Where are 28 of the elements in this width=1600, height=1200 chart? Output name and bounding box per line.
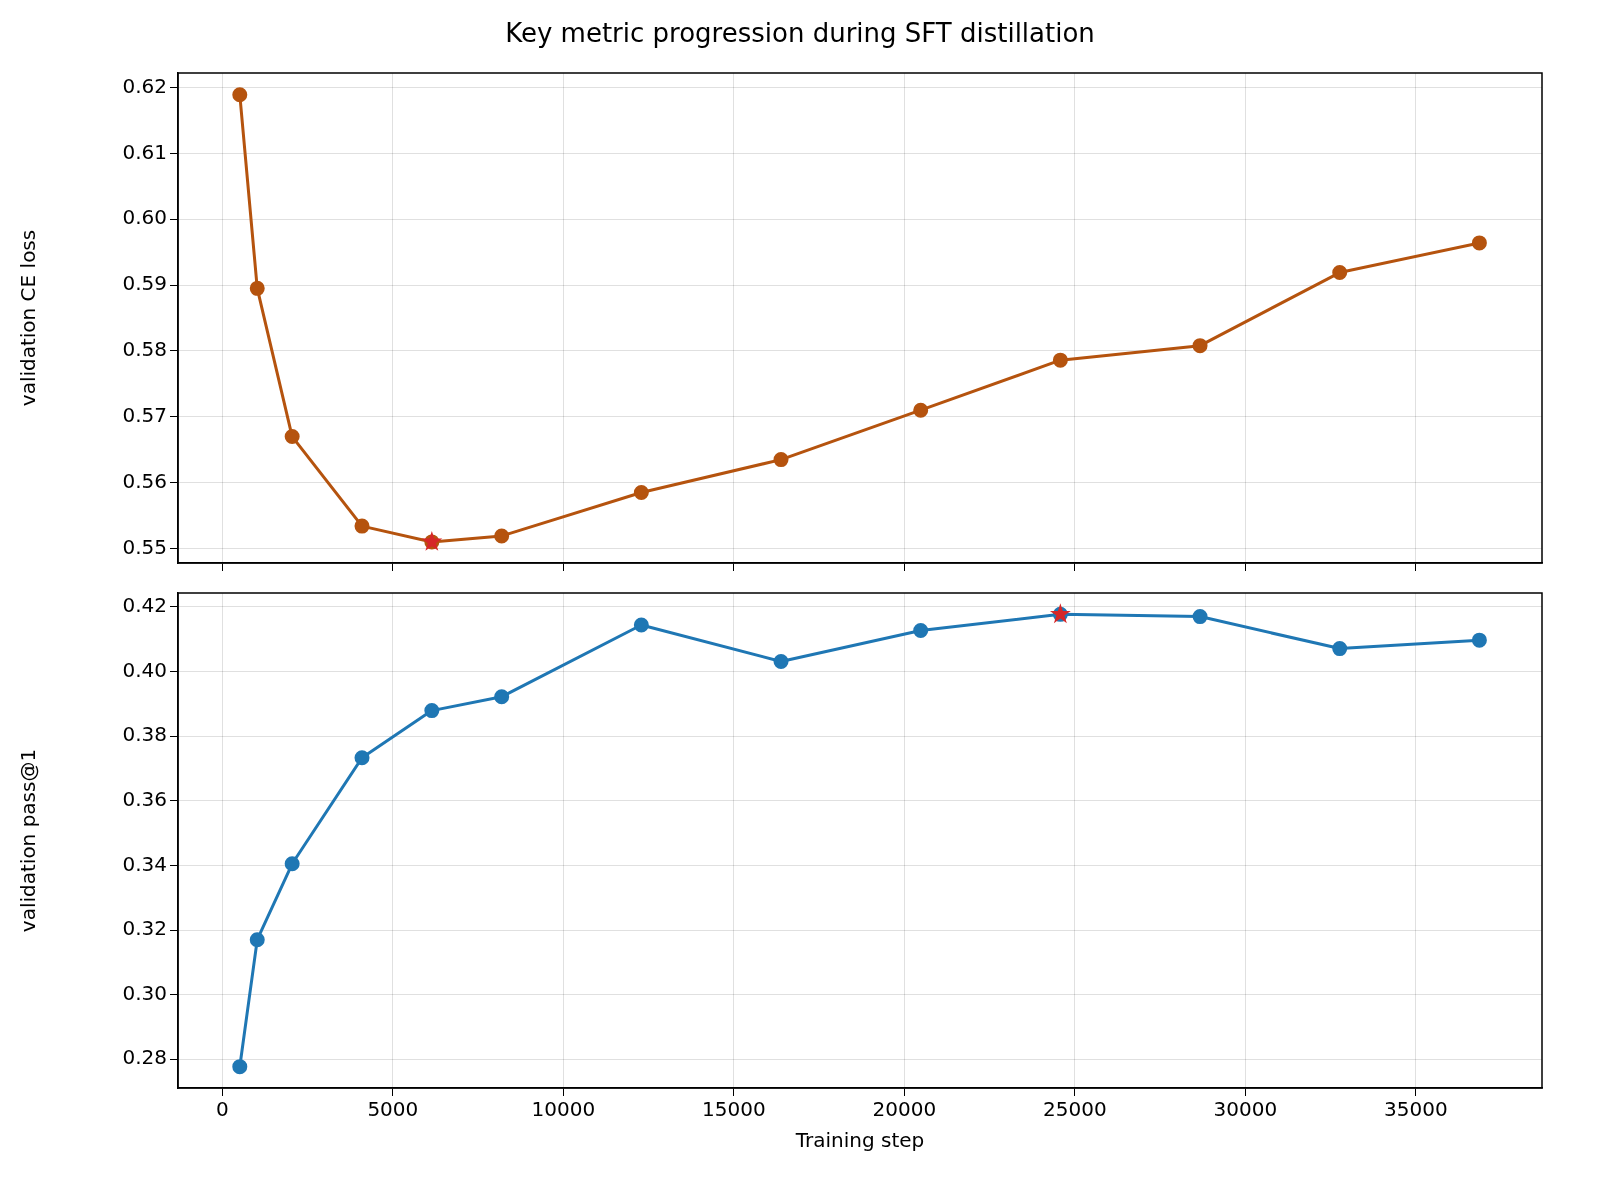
y-tick-label: 0.57 xyxy=(122,402,167,427)
x-tick-label: 35000 xyxy=(1384,1097,1448,1122)
x-axis-title: Training step xyxy=(794,1128,925,1153)
y-tick-label: 0.42 xyxy=(122,593,167,618)
y-tick-label: 0.28 xyxy=(122,1045,167,1070)
chart-title: Key metric progression during SFT distillation xyxy=(504,17,1096,50)
y-tick-label: 0.36 xyxy=(122,786,167,811)
y-tick-label: 0.62 xyxy=(122,73,167,98)
y-tick-label: 0.30 xyxy=(122,980,167,1005)
x-tick-label: 20000 xyxy=(872,1097,937,1122)
y-tick-label: 0.55 xyxy=(122,534,167,559)
y-tick-label: 0.34 xyxy=(122,851,167,876)
y-tick-label: 0.38 xyxy=(122,722,167,747)
y-tick-label: 0.56 xyxy=(122,468,167,493)
y-tick-label: 0.60 xyxy=(122,205,167,230)
x-tick-label: 5000 xyxy=(367,1097,419,1122)
y-tick-label: 0.32 xyxy=(122,916,167,941)
y-axis-title: validation pass@1 xyxy=(16,748,41,933)
y-tick-label: 0.61 xyxy=(122,139,167,164)
y-tick-label: 0.58 xyxy=(122,337,167,362)
x-tick-label: 30000 xyxy=(1213,1097,1278,1122)
x-tick-label: 10000 xyxy=(531,1097,596,1122)
x-tick-label: 0 xyxy=(215,1097,229,1122)
y-axis-title: validation CE loss xyxy=(16,229,41,407)
y-tick-label: 0.59 xyxy=(122,271,167,296)
x-tick-label: 25000 xyxy=(1043,1097,1107,1122)
y-tick-label: 0.40 xyxy=(122,657,167,682)
x-tick-label: 15000 xyxy=(702,1097,766,1122)
